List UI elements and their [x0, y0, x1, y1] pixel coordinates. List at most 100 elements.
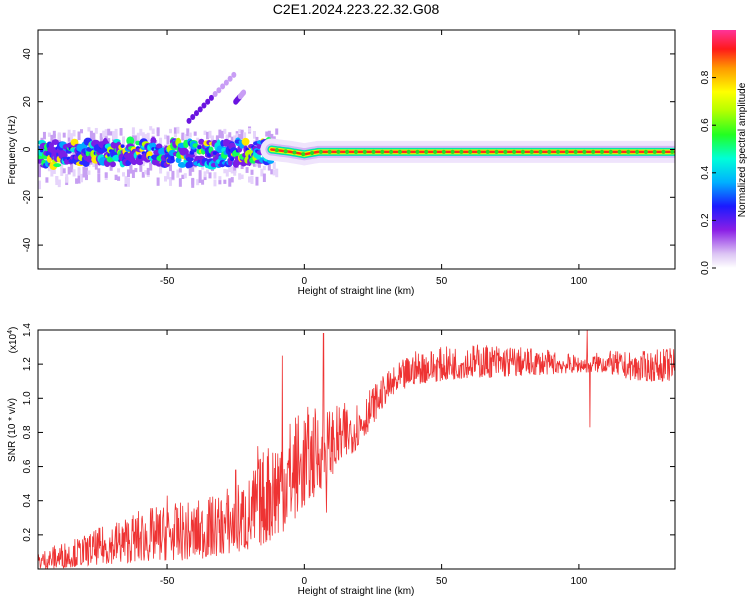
spectrogram-halo-cell [129, 165, 133, 174]
spectrogram-halo-cell [52, 134, 56, 139]
spectrogram-halo-cell [62, 132, 66, 138]
spectrogram-band-dot [520, 149, 525, 154]
spectrogram-halo-cell [203, 175, 207, 181]
spectrogram-halo-cell [191, 164, 195, 172]
spectrogram-noise-blob [197, 145, 202, 150]
spectrogram-band-dot [301, 152, 306, 157]
snr-y-tick-label: 0.4 [22, 493, 33, 507]
spectrogram-noise-blob [126, 136, 135, 146]
spectrogram-halo-cell [156, 129, 160, 137]
snr-multiplier: (x104) [7, 327, 19, 354]
spectrogram-halo-cell [218, 129, 222, 139]
spectrogram-halo-cell [114, 133, 118, 142]
spectrogram-halo-cell [181, 174, 185, 179]
spectrogram-band-dot [556, 149, 561, 154]
spectrogram-halo-cell [220, 130, 224, 139]
spectrogram-halo-cell [168, 164, 172, 172]
spectrogram-halo-cell [97, 173, 101, 183]
spectrogram-band-dot [389, 149, 394, 154]
spectrogram-halo-cell [107, 128, 111, 136]
spectrogram-band-dot [599, 149, 604, 154]
spectrogram-halo-cell [144, 134, 148, 140]
spectrogram-halo-cell [233, 166, 237, 173]
spectrogram-halo-cell [178, 178, 182, 187]
spectrogram-halo-cell [139, 128, 143, 136]
spectrogram-halo-cell [203, 130, 207, 135]
snr-y-tick-label: 0.8 [22, 425, 33, 439]
spectrogram-halo-cell [238, 129, 242, 134]
spectrogram-halo-cell [193, 150, 197, 160]
spectrogram-halo-cell [57, 132, 61, 141]
colorbar-ticks: 0.0 0.2 0.4 0.6 0.8 [700, 70, 716, 275]
spectrogram-halo-cell [164, 176, 168, 182]
spectrogram-noise-blob [53, 163, 62, 168]
spectrogram-halo-cell [45, 177, 49, 183]
spectrogram-band-dot [292, 150, 297, 155]
spectrogram-halo-cell [151, 150, 155, 159]
spectrogram-halo-cell [178, 168, 182, 173]
spectrogram-halo-cell [223, 179, 227, 184]
spectrogram-halo-cell [87, 170, 91, 175]
spectrogram-band-dot [415, 149, 420, 154]
spectrogram-halo-cell [109, 131, 113, 136]
spectrogram-halo-cell [52, 130, 56, 137]
spectrogram-halo-cell [146, 132, 150, 141]
spectrogram-noise-blob [170, 156, 175, 160]
spectrogram-halo-cell [136, 132, 140, 141]
spectrogram-halo-cell [191, 179, 195, 188]
figure-title: C2E1.2024.223.22.32.G08 [273, 1, 440, 17]
spectrogram-halo-cell [196, 137, 200, 146]
spectrogram-halo-cell [228, 178, 232, 187]
spectrogram-halo-cell [119, 128, 123, 136]
spectrogram-halo-cell [47, 132, 51, 137]
spectrogram-x-ticks: -50 0 50 100 [160, 30, 588, 287]
spectrogram-halo-cell [72, 169, 76, 177]
spectrogram-y-label: Frequency (Hz) [7, 116, 18, 185]
snr-y-tick-label: 0.2 [22, 527, 33, 541]
spectrogram-band-dot [362, 149, 367, 154]
spectrogram-halo-cell [109, 165, 113, 171]
spectrogram-halo-cell [252, 131, 256, 139]
spectrogram-halo-cell [171, 170, 175, 180]
spectrogram-band-dot [661, 149, 666, 154]
spectrogram-band-dot [573, 149, 578, 154]
spectrogram-halo-cell [102, 131, 106, 137]
spectrogram-halo-cell [218, 150, 222, 158]
spectrogram-halo-cell [77, 175, 81, 184]
spectrogram-halo-cell [122, 136, 126, 142]
spectrogram-halo-cell [67, 166, 71, 175]
spectrogram-halo-cell [173, 132, 177, 138]
spectrogram-halo-cell [67, 133, 71, 142]
spectrogram-halo-cell [168, 128, 172, 134]
spectrogram-band-dot [450, 149, 455, 154]
spectrogram-spurious-feature [190, 113, 196, 120]
spectrogram-halo-cell [262, 173, 266, 183]
spectrogram-y-tick-label: 0 [22, 146, 33, 152]
snr-y-tick-label: 1.4 [22, 323, 33, 337]
spectrogram-halo-cell [188, 132, 192, 138]
spectrogram-halo-cell [47, 165, 51, 172]
spectrogram-band-dot [274, 148, 279, 153]
spectrogram-halo-cell [84, 173, 88, 179]
spectrogram-noise-blob [198, 138, 205, 145]
spectrogram-halo-cell [228, 132, 232, 138]
spectrogram-halo-cell [92, 132, 96, 142]
spectrogram-noise-blob [179, 148, 189, 155]
spectrogram-marks [38, 71, 675, 190]
spectrogram-halo-cell [139, 164, 143, 172]
spectrogram-band-dot [582, 149, 587, 154]
spectrogram-halo-cell [87, 127, 91, 132]
spectrogram-noise-blob [51, 139, 59, 146]
spectrogram-x-tick-label: 100 [571, 276, 588, 287]
spectrogram-halo-cell [215, 136, 219, 143]
spectrogram-halo-cell [134, 135, 138, 143]
spectrogram-spurious-feature [220, 83, 226, 90]
spectrogram-halo-cell [198, 177, 202, 183]
spectrogram-halo-cell [141, 132, 145, 140]
spectrogram-band-dot [503, 149, 508, 154]
spectrogram-halo-cell [131, 169, 135, 179]
spectrogram-band-dot [476, 149, 481, 154]
spectrogram-halo-cell [176, 169, 180, 178]
spectrogram-halo-cell [186, 128, 190, 137]
